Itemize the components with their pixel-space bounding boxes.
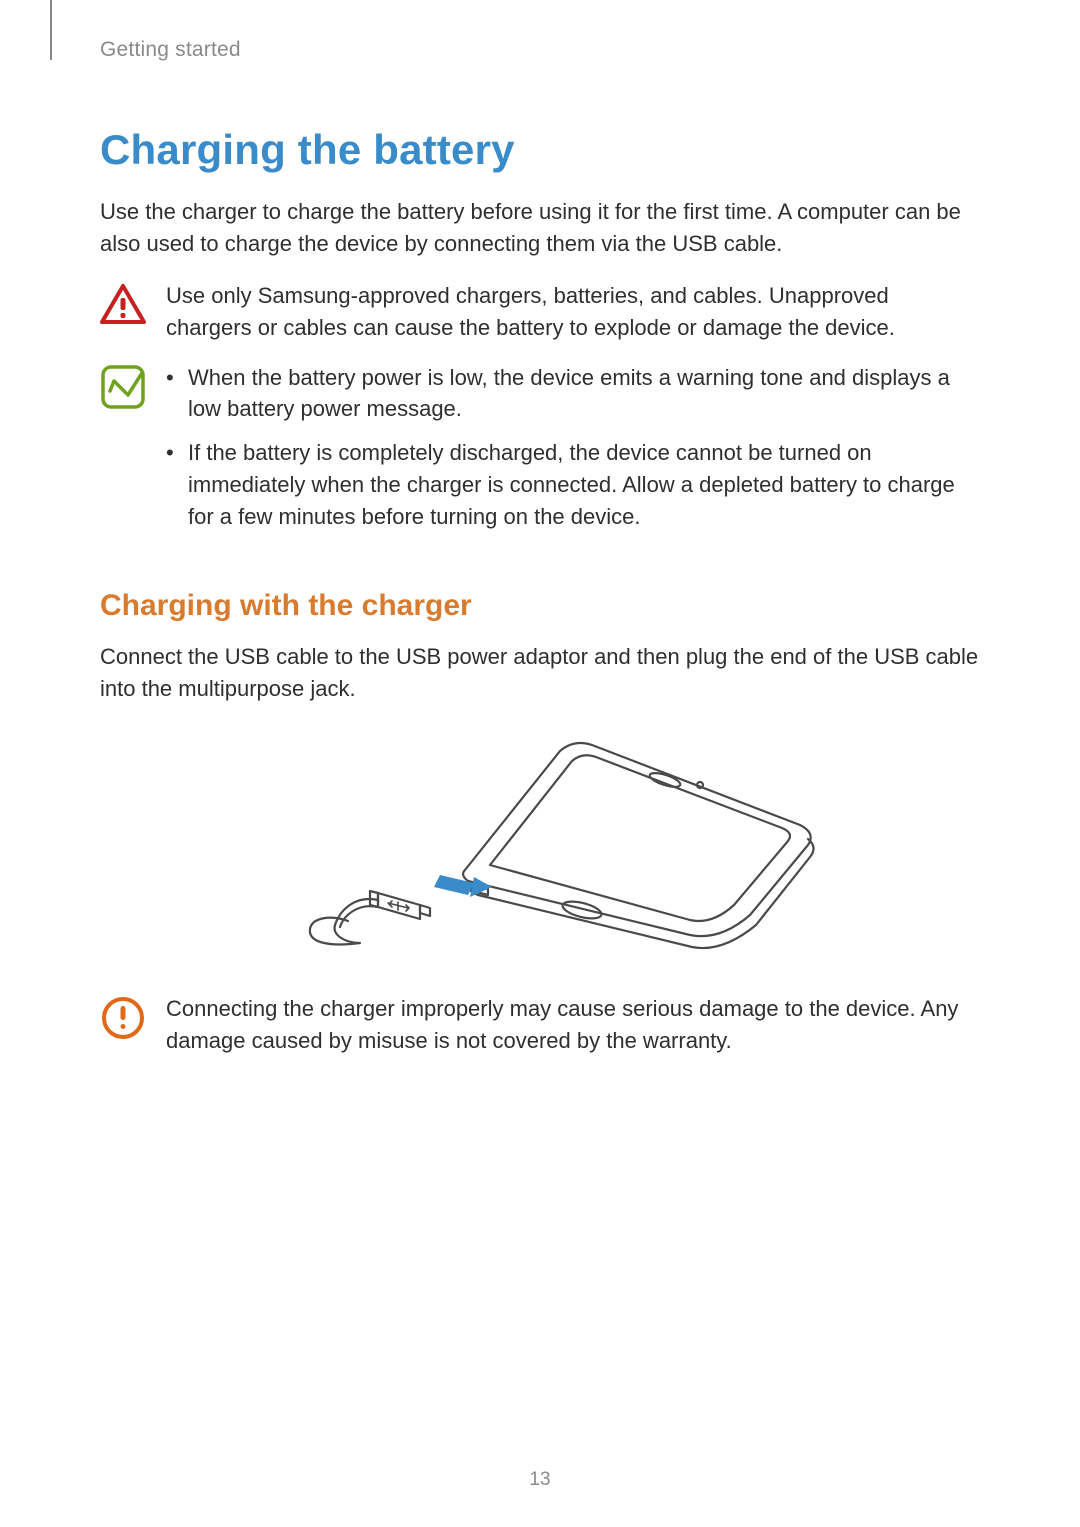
sub-intro-paragraph: Connect the USB cable to the USB power a… [100,641,980,705]
warning-text: Use only Samsung-approved chargers, batt… [166,280,980,344]
warning-callout: Use only Samsung-approved chargers, batt… [100,280,980,344]
caution-callout: Connecting the charger improperly may ca… [100,993,980,1057]
subheading: Charging with the charger [100,589,980,623]
warning-triangle-icon [100,282,146,328]
breadcrumb: Getting started [100,38,980,62]
caution-circle-icon [100,995,146,1041]
note-bullet-item: If the battery is completely discharged,… [166,437,980,533]
note-check-icon [100,364,146,410]
caution-text: Connecting the charger improperly may ca… [166,993,980,1057]
manual-page: Getting started Charging the battery Use… [0,0,1080,1527]
intro-paragraph: Use the charger to charge the battery be… [100,196,980,260]
header-rule [50,0,52,60]
note-bullet-item: When the battery power is low, the devic… [166,362,980,426]
note-callout: When the battery power is low, the devic… [100,362,980,545]
note-bullet-list: When the battery power is low, the devic… [166,362,980,533]
note-content: When the battery power is low, the devic… [166,362,980,545]
page-title: Charging the battery [100,126,980,174]
device-charging-illustration [100,725,980,965]
page-number: 13 [0,1469,1080,1491]
